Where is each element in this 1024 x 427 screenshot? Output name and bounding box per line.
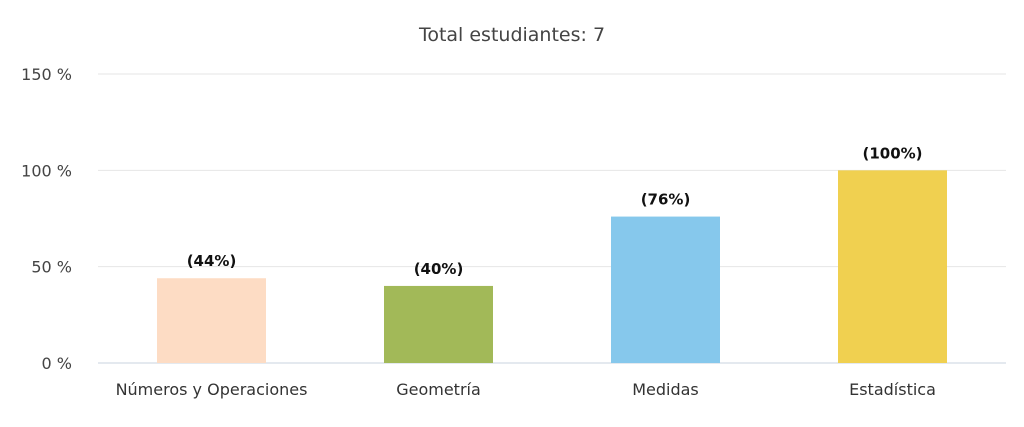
- y-axis-ticks: 0 % 50 % 100 % 150 %: [21, 65, 72, 373]
- bar: [384, 285, 493, 363]
- data-label: (76%): [641, 191, 691, 209]
- bars: [157, 170, 947, 363]
- y-tick-label: 50 %: [31, 258, 72, 277]
- bar: [611, 216, 720, 363]
- x-axis-ticks: Números y Operaciones Geometría Medidas Est…: [116, 380, 936, 399]
- y-tick-label: 150 %: [21, 65, 72, 84]
- data-label: (100%): [862, 144, 922, 162]
- y-tick-label: 0 %: [42, 354, 72, 373]
- chart-title: Total estudiantes: 7: [418, 24, 605, 46]
- bar: [838, 170, 947, 363]
- data-labels: (44%) (40%) (76%) (100%): [187, 144, 923, 278]
- x-tick-label: Números y Operaciones: [116, 380, 308, 399]
- x-tick-label: Medidas: [632, 380, 699, 399]
- bar: [157, 278, 266, 363]
- data-label: (40%): [414, 260, 464, 278]
- y-tick-label: 100 %: [21, 161, 72, 180]
- x-tick-label: Estadística: [849, 380, 936, 399]
- data-label: (44%): [187, 252, 237, 270]
- x-tick-label: Geometría: [396, 380, 481, 399]
